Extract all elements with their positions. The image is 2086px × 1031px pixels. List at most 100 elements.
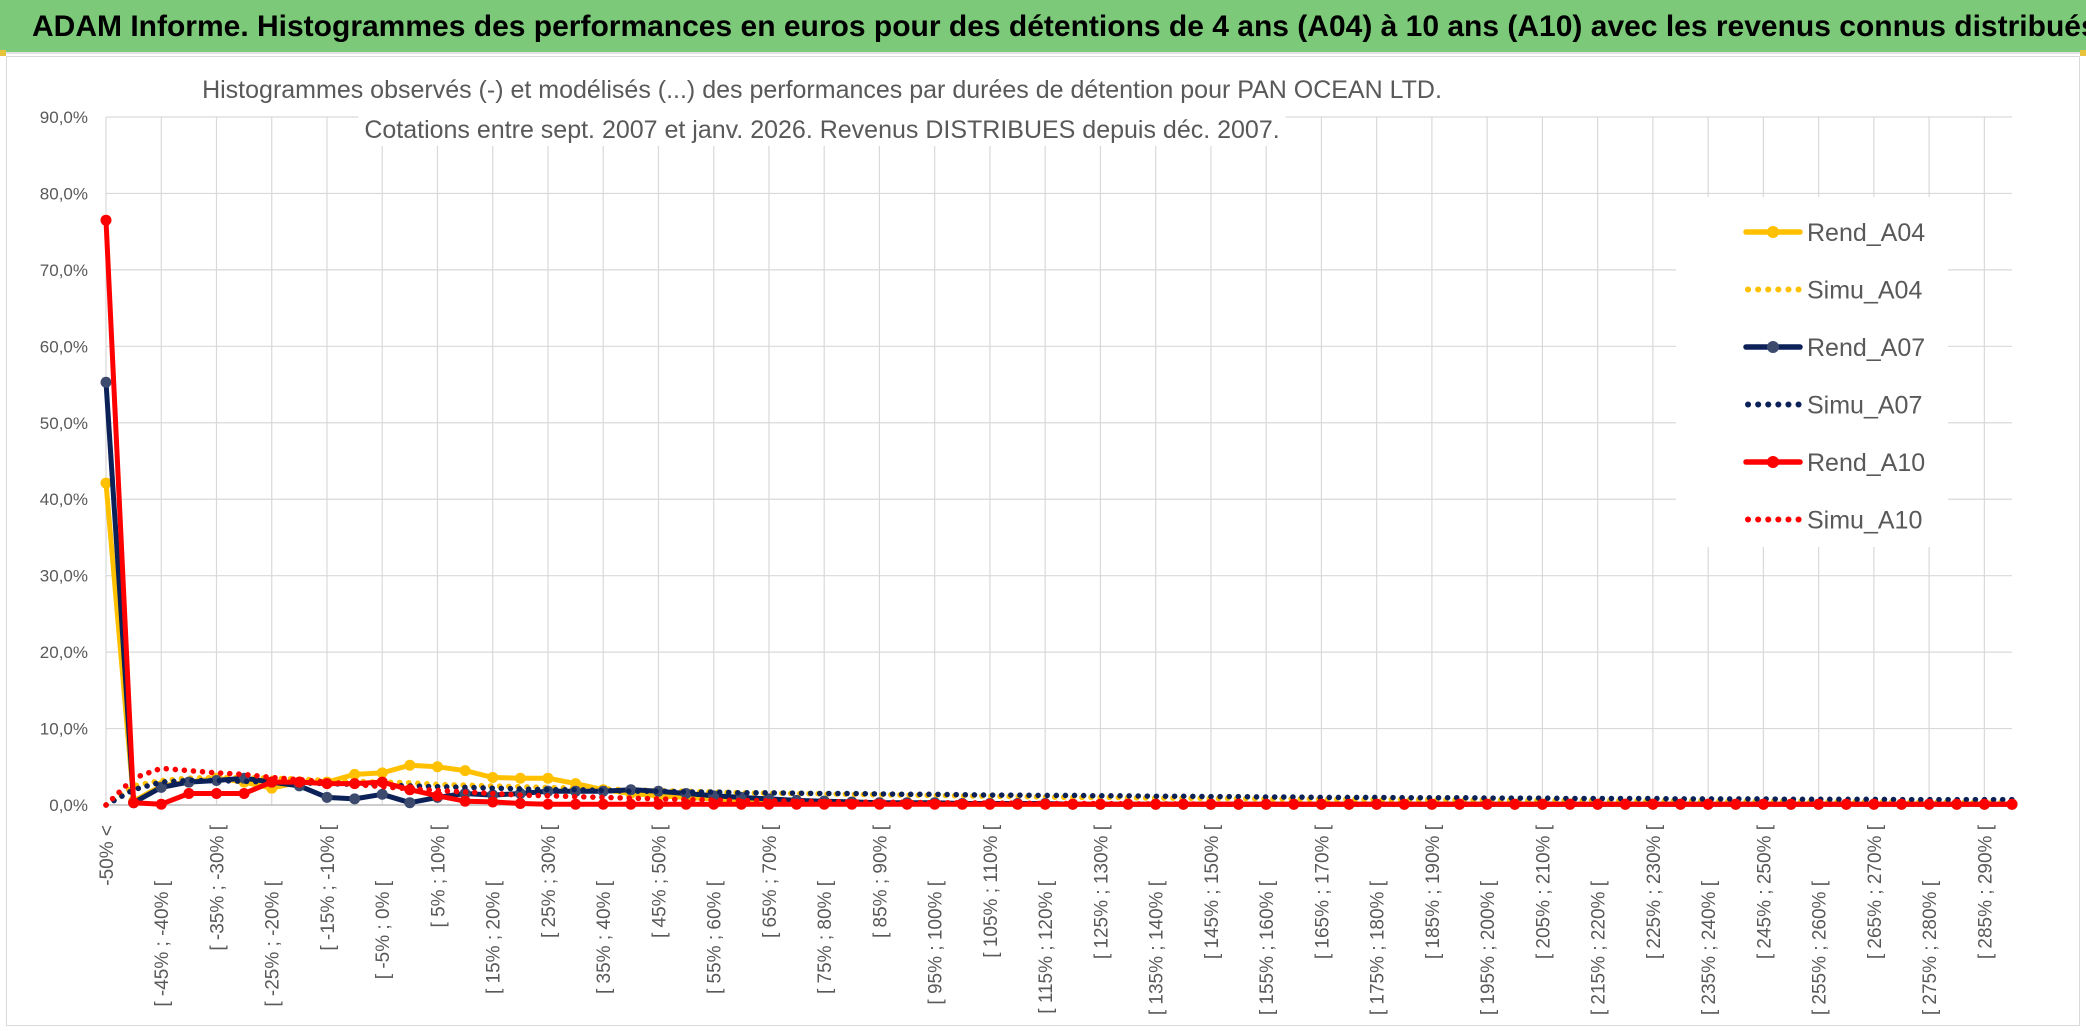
- y-tick-label: 70,0%: [40, 261, 88, 280]
- data-point: [404, 797, 416, 809]
- x-tick-label: [ 125% ; 130% [: [1091, 824, 1112, 959]
- x-tick-label: [ 275% ; 280% [: [1920, 880, 1941, 1015]
- legend-label: Simu_A04: [1807, 277, 1922, 305]
- legend-label: Rend_A07: [1807, 334, 1925, 362]
- x-tick-label: [ 175% ; 180% [: [1368, 880, 1389, 1015]
- x-tick-label: [ 265% ; 270% [: [1865, 824, 1886, 959]
- x-tick-label: [ 145% ; 150% [: [1202, 824, 1223, 959]
- x-tick-label: [ 215% ; 220% [: [1589, 880, 1610, 1015]
- data-point: [1647, 798, 1659, 810]
- x-tick-label: [ -45% ; -40% [: [152, 880, 173, 1006]
- y-tick-label: 50,0%: [40, 414, 88, 433]
- data-point: [652, 798, 664, 810]
- y-tick-label: 40,0%: [40, 490, 88, 509]
- legend: Rend_A04 Simu_A04 Rend_A07 Simu_A07 Rend_A10…: [1676, 197, 1948, 547]
- x-tick-label: [ 105% ; 110% [: [981, 824, 1002, 957]
- title-background: [358, 114, 1286, 146]
- data-point: [155, 781, 167, 793]
- data-point: [155, 798, 167, 810]
- x-tick-label: [ -15% ; -10% [: [318, 824, 339, 950]
- data-point: [1564, 798, 1576, 810]
- y-tick-label: 10,0%: [40, 720, 88, 739]
- x-tick-label: [ 35% ; 40% [: [594, 880, 615, 994]
- x-tick-label: [ -25% ; -20% [: [263, 880, 284, 1006]
- x-tick-label: [ 75% ; 80% [: [815, 880, 836, 994]
- report-title: ADAM Informe. Histogrammes des performan…: [32, 10, 2086, 43]
- data-point: [100, 477, 112, 489]
- data-point: [514, 772, 526, 784]
- x-tick-label: [ 225% ; 230% [: [1644, 824, 1665, 959]
- data-point: [1675, 798, 1687, 810]
- x-tick-label: [ 235% ; 240% [: [1699, 880, 1720, 1015]
- data-point: [376, 788, 388, 800]
- data-point: [542, 798, 554, 810]
- x-tick-label: [ 285% ; 290% [: [1975, 824, 1996, 959]
- x-tick-label: [ 165% ; 170% [: [1312, 824, 1333, 959]
- legend-marker: [1767, 341, 1779, 353]
- data-point: [487, 771, 499, 783]
- x-tick-label: [ 5% ; 10% [: [428, 824, 449, 927]
- legend-marker: [1767, 456, 1779, 468]
- x-tick-label: [ 255% ; 260% [: [1810, 880, 1831, 1015]
- x-tick-label: [ 155% ; 160% [: [1257, 880, 1278, 1015]
- data-point: [459, 795, 471, 807]
- x-tick-label: [ 15% ; 20% [: [484, 880, 505, 994]
- data-point: [431, 790, 443, 802]
- data-point: [570, 798, 582, 810]
- data-point: [1702, 798, 1714, 810]
- x-tick-label: [ 115% ; 120% [: [1036, 880, 1057, 1013]
- x-tick-label: [ 95% ; 100% [: [926, 880, 947, 1004]
- x-tick-label: [ 65% ; 70% [: [760, 824, 781, 938]
- x-tick-label: [ 185% ; 190% [: [1423, 824, 1444, 959]
- data-point: [100, 376, 112, 388]
- x-tick-label: [ -35% ; -30% [: [207, 824, 228, 950]
- grid-lines: [105, 116, 2012, 806]
- data-point: [238, 788, 250, 800]
- data-point: [487, 796, 499, 808]
- legend-label: Simu_A07: [1807, 392, 1922, 420]
- data-point: [1592, 798, 1604, 810]
- data-point: [1757, 798, 1769, 810]
- x-tick-label: [ 85% ; 90% [: [870, 824, 891, 938]
- series-layer: [100, 214, 2018, 810]
- x-tick-label: [ 135% ; 140% [: [1147, 880, 1168, 1015]
- data-point: [404, 759, 416, 771]
- series-line-simu-a04: [103, 774, 2015, 808]
- x-tick-label: [ 55% ; 60% [: [705, 880, 726, 994]
- x-tick-label: -50% <: [97, 825, 118, 886]
- y-tick-label: 80,0%: [40, 184, 88, 203]
- data-point: [349, 793, 361, 805]
- data-point: [321, 791, 333, 803]
- series-line-simu-a10: [103, 765, 2015, 808]
- x-tick-label: [ 195% ; 200% [: [1478, 880, 1499, 1015]
- series-line-simu-a07: [103, 777, 2015, 808]
- data-point: [625, 798, 637, 810]
- legend-label: Rend_A10: [1807, 449, 1925, 477]
- data-point: [597, 798, 609, 810]
- y-tick-label: 60,0%: [40, 337, 88, 356]
- x-tick-label: [ 45% ; 50% [: [649, 824, 670, 938]
- data-point: [2006, 798, 2018, 810]
- legend-box: [1676, 197, 1948, 547]
- x-tick-label: [ -5% ; 0% [: [373, 880, 394, 979]
- corner-marker-right: [2080, 50, 2086, 56]
- data-point: [542, 772, 554, 784]
- legend-marker: [1767, 226, 1779, 238]
- tick-labels: 0,0% 10,0% 20,0% 30,0% 40,0% 50,0% 60,0% 70,0% 8…: [40, 108, 1997, 1015]
- data-point: [128, 797, 140, 809]
- data-point: [431, 761, 443, 773]
- legend-label: Rend_A04: [1807, 219, 1925, 247]
- data-point: [183, 788, 195, 800]
- data-point: [1730, 798, 1742, 810]
- data-point: [349, 768, 361, 780]
- x-tick-label: [ 245% ; 250% [: [1754, 824, 1775, 959]
- x-tick-label: [ 205% ; 210% [: [1533, 824, 1554, 959]
- x-tick-label: [ 25% ; 30% [: [539, 824, 560, 938]
- data-point: [459, 765, 471, 777]
- title-background: [196, 74, 1448, 106]
- data-point: [514, 797, 526, 809]
- chart-subtitle: Cotations entre sept. 2007 et janv. 2026…: [364, 116, 1279, 144]
- chart-titles: Histogrammes observés (-) et modélisés (…: [196, 74, 1448, 146]
- y-tick-label: 0,0%: [49, 796, 88, 815]
